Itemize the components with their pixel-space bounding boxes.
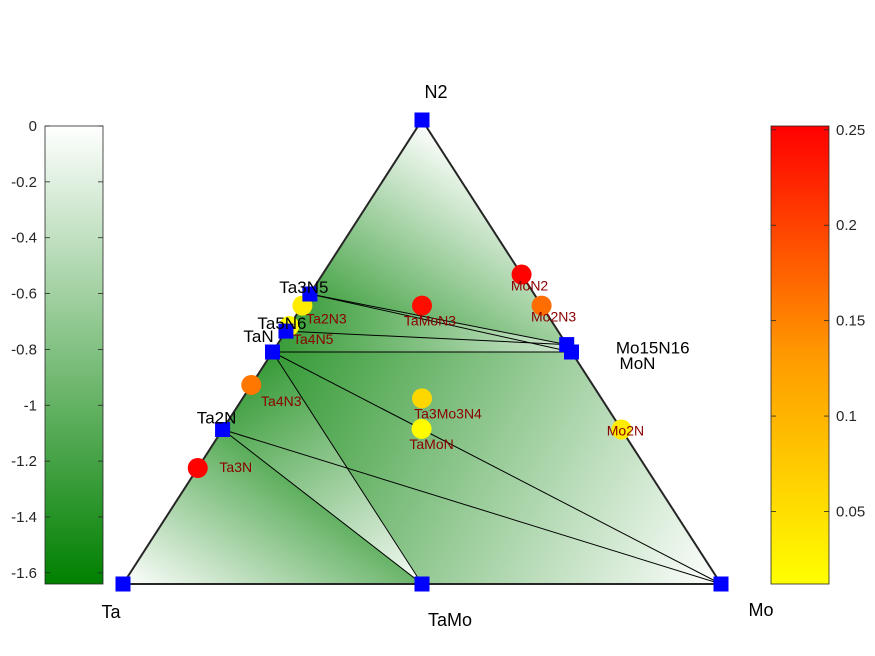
- tie-line: [309, 293, 567, 346]
- unstable-phase-label: TaMoN: [409, 436, 453, 452]
- stable-phase-marker: [215, 421, 231, 437]
- unstable-phase-label: Ta2N3: [306, 311, 347, 327]
- formation-energy-tick-label: -0.2: [11, 174, 37, 191]
- formation-energy-tick-label: -1.2: [11, 453, 37, 470]
- formation-energy-colorbar-bar: [44, 125, 104, 585]
- stable-phase-label: Mo: [748, 600, 773, 620]
- unstable-phase-marker: [412, 295, 432, 316]
- phase-labels: MoN2Mo2N3TaMoN3Ta2N3Ta4N5Ta4N3Ta3Mo3N4Ta…: [101, 82, 773, 630]
- hull-distance-colorbar-ticks: 0.05 0.1 0.15 0.2 0.25: [771, 122, 865, 520]
- unstable-phase-label: Ta3N: [219, 459, 252, 475]
- stable-phase-label: MoN: [620, 354, 656, 373]
- formation-energy-tick-label: -0.8: [11, 341, 37, 358]
- formation-energy-colorbar-ticks: 0 -0.2 -0.4 -0.6 -0.8 -1 -1.2 -1.4 -1.6: [11, 118, 103, 582]
- stable-phase-marker: [713, 576, 729, 592]
- unstable-phase-marker: [511, 264, 532, 285]
- stable-phase-label: N2: [424, 82, 447, 102]
- hull-distance-colorbar-bar: [770, 125, 830, 585]
- stable-phase-marker: [559, 337, 575, 353]
- hull-distance-tick-label: 0.25: [836, 122, 865, 139]
- stable-phase-label: TaN: [243, 327, 273, 346]
- unstable-phase-marker: [411, 418, 432, 439]
- unstable-phase-label: MoN2: [511, 278, 549, 294]
- hull-distance-tick-label: 0.2: [836, 217, 857, 234]
- unstable-phase-marker: [611, 419, 632, 440]
- unstable-phase-marker: [241, 374, 262, 395]
- stable-phase-label: Ta3N5: [279, 278, 328, 297]
- unstable-phase-label: Ta4N5: [293, 331, 334, 347]
- formation-energy-tick-label: 0: [29, 118, 37, 135]
- hull-distance-tick-label: 0.05: [836, 503, 865, 520]
- tie-line: [285, 330, 567, 346]
- unstable-phase-label: TaMoN3: [404, 313, 456, 329]
- hull-distance-tick-label: 0.15: [836, 313, 865, 330]
- unstable-phase-points: [187, 264, 632, 478]
- unstable-phase-label: Mo2N: [607, 422, 644, 438]
- formation-energy-tick-label: -1: [24, 397, 37, 414]
- unstable-phase-label: Ta3Mo3N4: [414, 405, 482, 421]
- formation-energy-tick-label: -1.4: [11, 509, 37, 526]
- stable-phase-label: Ta2N: [197, 408, 237, 427]
- stable-phase-marker: [414, 112, 430, 128]
- stable-phase-label: Mo15N16: [616, 339, 690, 358]
- formation-energy-colorbar: 0 -0.2 -0.4 -0.6 -0.8 -1 -1.2 -1.4 -1.6: [11, 118, 104, 585]
- stable-phase-marker: [414, 576, 430, 592]
- unstable-phase-marker: [531, 295, 552, 316]
- hull-distance-colorbar: 0.05 0.1 0.15 0.2 0.25: [770, 122, 865, 585]
- unstable-phase-marker: [412, 388, 432, 409]
- tie-line: [222, 429, 722, 585]
- stable-phase-marker: [265, 344, 280, 360]
- stable-phase-label: Ta: [101, 602, 121, 622]
- unstable-phase-marker: [187, 458, 208, 478]
- stable-phase-marker: [115, 576, 131, 592]
- tie-line: [272, 351, 722, 585]
- stable-phase-label: Ta5N6: [257, 314, 306, 333]
- tie-lines: [222, 293, 722, 585]
- hull-distance-tick-label: 0.1: [836, 408, 857, 425]
- unstable-phase-label: Ta4N3: [261, 393, 302, 409]
- formation-energy-tick-label: -0.4: [11, 230, 37, 247]
- unstable-phase-label: Mo2N3: [531, 309, 576, 325]
- formation-energy-tick-label: -0.6: [11, 286, 37, 303]
- tie-line: [222, 429, 423, 585]
- stable-phase-marker: [278, 323, 294, 339]
- stable-phase-points: [115, 112, 729, 592]
- formation-energy-tick-label: -1.6: [11, 565, 37, 582]
- stable-phase-label: TaMo: [428, 610, 472, 630]
- stable-phase-marker: [302, 286, 318, 302]
